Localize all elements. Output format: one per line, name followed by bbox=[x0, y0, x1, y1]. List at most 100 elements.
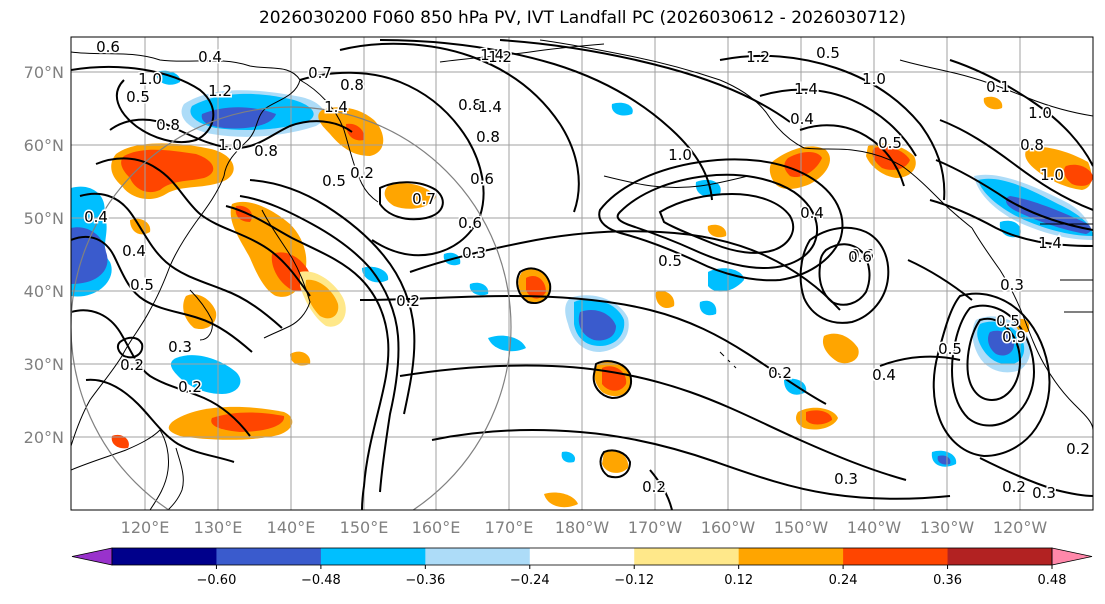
contour-east-low-1 bbox=[799, 226, 890, 324]
pv-anomaly-small-blue-c3 bbox=[469, 282, 489, 296]
contour-small-4 bbox=[599, 449, 632, 479]
contour-label: 0.8 bbox=[156, 116, 180, 134]
contour-label: 0.8 bbox=[340, 76, 364, 94]
contour-ne-2 bbox=[939, 119, 1093, 211]
colorbar-ticks: −0.60 −0.48 −0.36 −0.24 −0.12 0.12 0.24 0.36 0.4… bbox=[197, 565, 1066, 588]
pv-anomaly-orange-low2 bbox=[602, 450, 629, 473]
colorbar-tick-label: −0.24 bbox=[510, 573, 550, 588]
pv-anomaly-blue-small-mid bbox=[708, 268, 744, 292]
contour-ep-5 bbox=[879, 355, 961, 367]
coastline-siberia bbox=[71, 51, 301, 177]
contour-label: 0.6 bbox=[96, 38, 120, 56]
contour-label: 1.2 bbox=[746, 48, 770, 66]
pv-anomaly-blue-small-low bbox=[561, 451, 576, 463]
coastline-kamchatka bbox=[299, 79, 379, 203]
lon-label: 130°E bbox=[194, 518, 243, 537]
contour-label: 1.0 bbox=[218, 136, 242, 154]
contour-label: 0.4 bbox=[122, 242, 146, 260]
lon-label: 120°E bbox=[121, 518, 170, 537]
contour-label: 1.4 bbox=[1038, 234, 1062, 252]
contour-label: 1.0 bbox=[1028, 104, 1052, 122]
colorbar-tick-label: −0.60 bbox=[197, 573, 237, 588]
contour-alaska-1 bbox=[719, 54, 946, 201]
contour-west-6 bbox=[71, 309, 251, 437]
colorbar-segment bbox=[425, 548, 531, 565]
contour-label: 0.3 bbox=[168, 338, 192, 356]
contour-label: 0.9 bbox=[1002, 328, 1026, 346]
pv-anomaly-korea-orange bbox=[183, 294, 217, 330]
contour-alaska-3 bbox=[799, 124, 905, 187]
contour-loop-3 bbox=[658, 192, 795, 254]
contour-label: 0.6 bbox=[848, 248, 872, 266]
contour-label: 0.7 bbox=[308, 64, 332, 82]
contour-label: 0.5 bbox=[658, 252, 682, 270]
pv-anomaly-south-red bbox=[211, 412, 285, 432]
contour-label: 0.8 bbox=[476, 128, 500, 146]
lon-label: 150°W bbox=[774, 518, 829, 537]
pv-anomaly-blue-small-mid2 bbox=[699, 300, 717, 316]
contour-ep-2 bbox=[950, 304, 1036, 427]
contour-label: 0.6 bbox=[850, 246, 874, 264]
contour-mid-4 bbox=[431, 429, 951, 500]
contour-west-2 bbox=[109, 118, 353, 150]
lon-label: 160°W bbox=[701, 518, 756, 537]
contour-label: 1.0 bbox=[1040, 166, 1064, 184]
colorbar-extend-high bbox=[1051, 547, 1093, 566]
contour-jet-3 bbox=[249, 179, 416, 415]
contour-label: 0.1 bbox=[986, 78, 1010, 96]
pv-anomaly-mid-deepblue bbox=[578, 309, 616, 341]
contour-label: 0.5 bbox=[816, 44, 840, 62]
colorbar-segment bbox=[112, 548, 217, 565]
contour-label: 0.5 bbox=[996, 312, 1020, 330]
lon-label: 160°E bbox=[412, 518, 461, 537]
contour-label: 0.6 bbox=[458, 214, 482, 232]
pv-anomaly-orange-small-n2 bbox=[707, 224, 727, 238]
colorbar-tick-label: 0.36 bbox=[933, 573, 962, 588]
coastline-hawaii bbox=[719, 351, 737, 369]
contour-ne-1 bbox=[949, 59, 1093, 167]
lon-labels: 120°E 130°E 140°E 150°E 160°E 170°E 180°… bbox=[121, 518, 1048, 537]
contour-label: 1.2 bbox=[488, 48, 512, 66]
contour-label: 1.4 bbox=[324, 98, 348, 116]
contour-label: 0.5 bbox=[130, 276, 154, 294]
contour-label: 0.4 bbox=[872, 366, 896, 384]
contour-label: 0.2 bbox=[178, 378, 202, 396]
contour-label: 0.3 bbox=[834, 470, 858, 488]
lon-label: 140°W bbox=[847, 518, 902, 537]
contour-ne-3 bbox=[935, 159, 1093, 231]
contour-label: 0.4 bbox=[800, 204, 824, 222]
contour-small-3 bbox=[592, 360, 632, 400]
coastline-na-west bbox=[971, 227, 1093, 431]
contour-label: 0.2 bbox=[120, 356, 144, 374]
colorbar-tick-label: 0.12 bbox=[724, 573, 753, 588]
contour-mid-3 bbox=[399, 364, 907, 481]
contour-north-1 bbox=[379, 39, 713, 201]
pv-anomaly-orange-small-c2 bbox=[822, 333, 859, 364]
lat-label: 30°N bbox=[24, 355, 64, 374]
pv-shading bbox=[71, 70, 1093, 508]
contour-ep-6 bbox=[979, 457, 1093, 497]
map-frame bbox=[70, 36, 1094, 511]
contour-ep-3 bbox=[966, 317, 1021, 402]
contour-label: 0.2 bbox=[642, 478, 666, 496]
contour-ne-4 bbox=[929, 199, 1093, 247]
contour-label: 1.4 bbox=[794, 80, 818, 98]
pv-anomaly-south-blue bbox=[170, 355, 241, 394]
contour-west-1 bbox=[71, 65, 215, 144]
contour-label: 0.5 bbox=[126, 88, 150, 106]
contour-label: 1.0 bbox=[138, 70, 162, 88]
contour-jet-5 bbox=[339, 42, 580, 213]
colorbar-segments bbox=[71, 547, 1093, 566]
contour-label: 0.2 bbox=[1002, 478, 1026, 496]
contour-ep-1 bbox=[932, 292, 1051, 458]
lon-label: 120°W bbox=[993, 518, 1048, 537]
contour-label: 0.8 bbox=[458, 96, 482, 114]
contour-small-2 bbox=[379, 181, 444, 221]
lon-label: 130°W bbox=[920, 518, 975, 537]
pv-anomaly-deepblue-west bbox=[71, 227, 108, 284]
coastline-asia-east bbox=[71, 175, 225, 447]
contour-alaska-2 bbox=[759, 88, 917, 157]
colorbar-segment bbox=[738, 548, 844, 565]
contour-small-5 bbox=[516, 267, 552, 304]
